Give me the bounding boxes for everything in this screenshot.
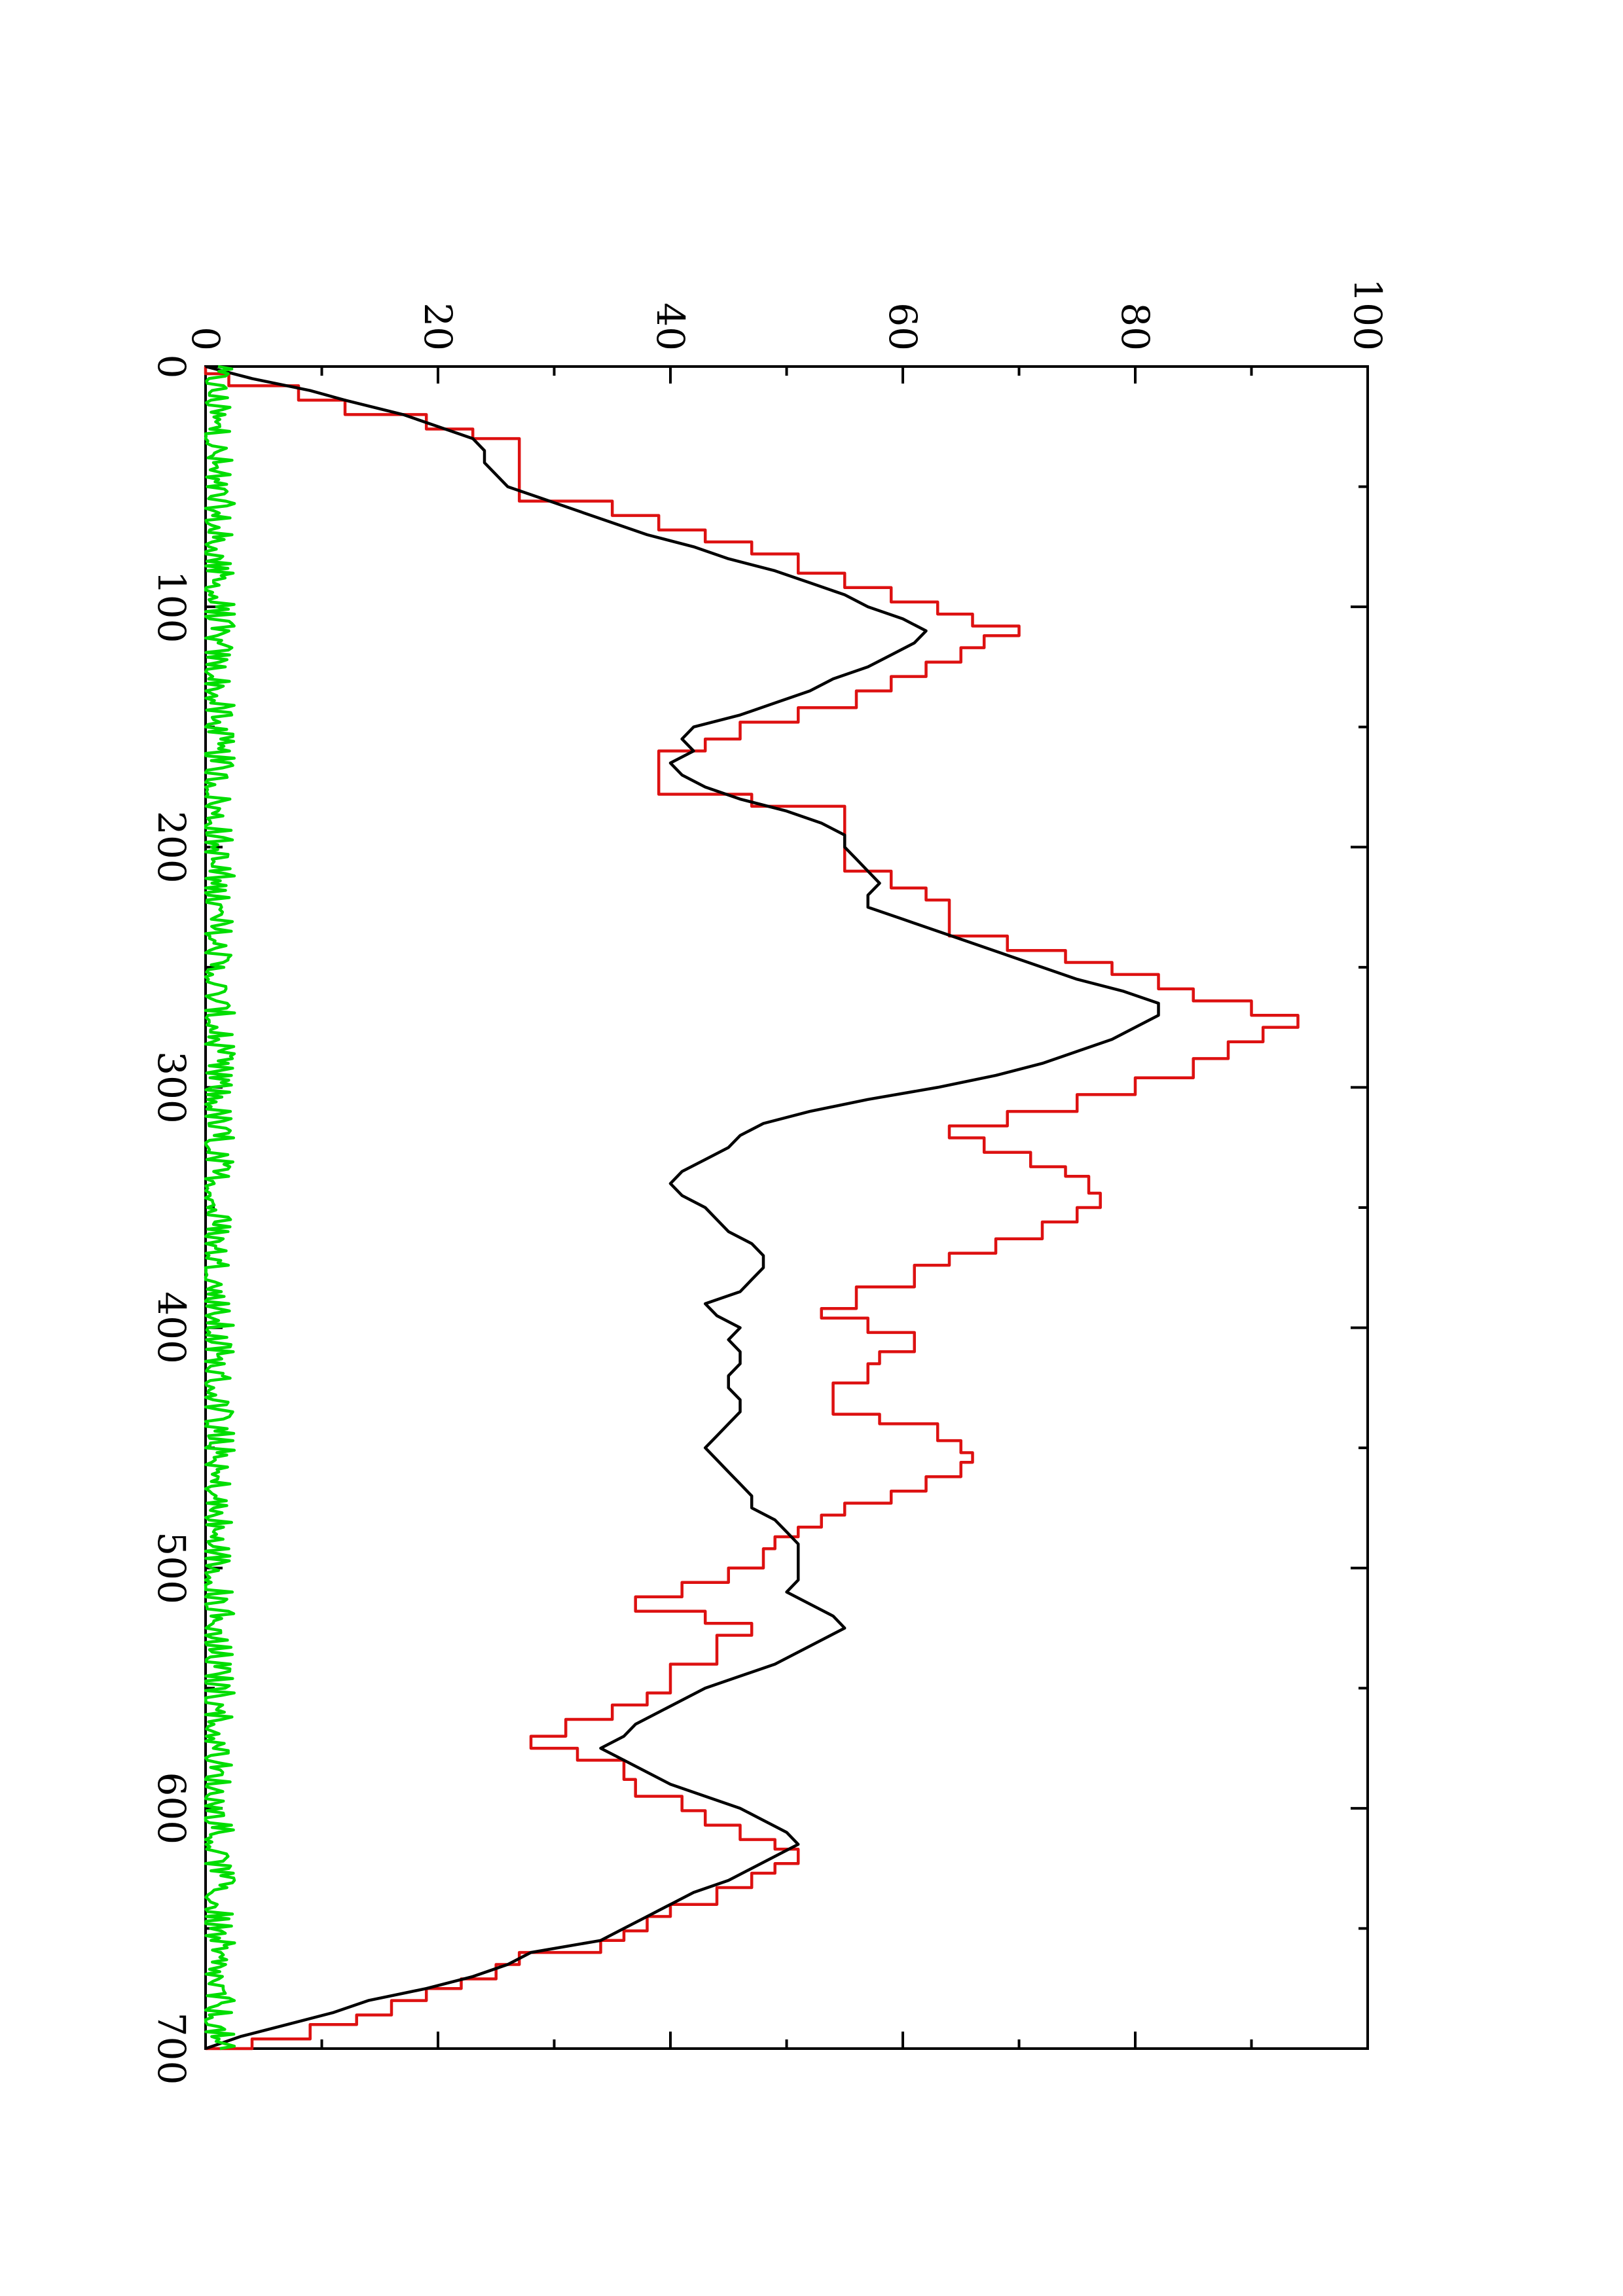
x-tick-label: 200 xyxy=(149,811,194,884)
plot-frame xyxy=(204,365,1369,2050)
x-tick-label: 400 xyxy=(149,1291,194,1364)
x-tick-label: 600 xyxy=(149,1772,194,1844)
y-tick-label: 80 xyxy=(1113,302,1158,351)
axis-ticks xyxy=(204,365,1369,2050)
series-line-3 xyxy=(204,365,236,2051)
y-tick-label: 0 xyxy=(183,327,228,351)
y-tick-label: 20 xyxy=(416,302,460,351)
rotated-plot xyxy=(204,365,1369,2051)
y-tick-label: 100 xyxy=(1345,278,1390,351)
x-tick-label: 300 xyxy=(149,1051,194,1124)
series-layer xyxy=(204,365,1300,2051)
x-tick-label: 500 xyxy=(149,1532,194,1604)
y-tick-label: 40 xyxy=(648,302,693,351)
series-line-1 xyxy=(204,367,1300,2051)
y-tick-label: 60 xyxy=(881,302,925,351)
x-tick-label: 100 xyxy=(149,571,194,643)
x-tick-label: 0 xyxy=(149,355,194,379)
series-line-2 xyxy=(205,365,1160,2051)
x-tick-label: 700 xyxy=(149,2013,194,2085)
tick-labels: 0 100 200 300 400 500 600 700 0 20 40 60 80 100 xyxy=(149,278,1390,2085)
